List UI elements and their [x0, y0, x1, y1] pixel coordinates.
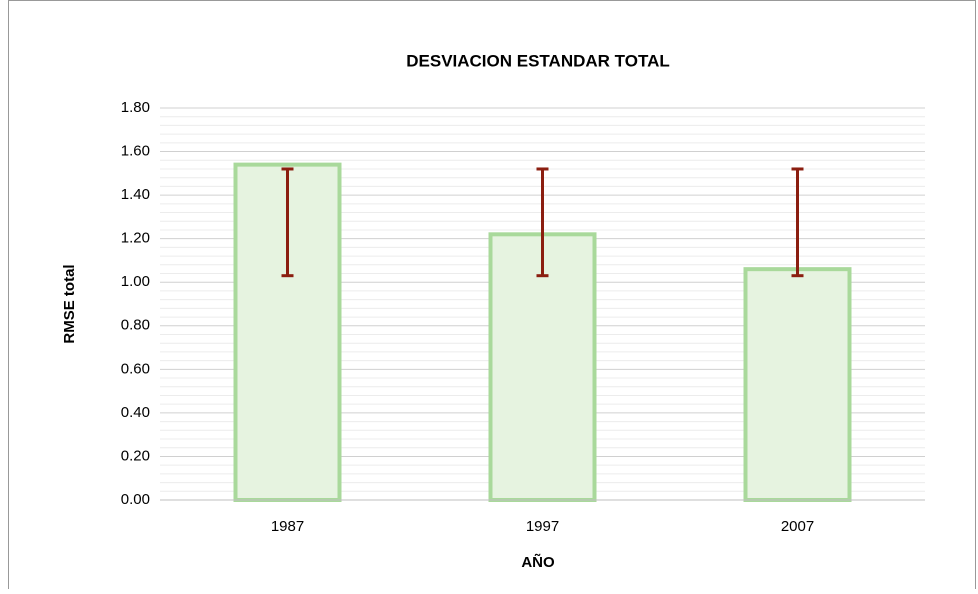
chart-title: DESVIACION ESTANDAR TOTAL [406, 51, 670, 70]
y-tick-label: 0.00 [121, 491, 150, 508]
y-tick-label: 1.40 [121, 186, 150, 203]
x-tick-label: 2007 [781, 518, 814, 535]
x-axis-label: AÑO [521, 553, 555, 571]
y-tick-label: 1.80 [121, 99, 150, 116]
y-axis-label: RMSE total [61, 264, 78, 343]
y-tick-label: 0.40 [121, 404, 150, 421]
y-tick-label: 0.60 [121, 360, 150, 377]
x-tick-label: 1997 [526, 518, 559, 535]
y-tick-label: 1.00 [121, 273, 150, 290]
y-tick-label: 1.60 [121, 143, 150, 160]
y-tick-label: 1.20 [121, 230, 150, 247]
bar [743, 267, 852, 502]
x-tick-label: 1987 [271, 518, 304, 535]
y-tick-label: 0.80 [121, 317, 150, 334]
y-tick-label: 0.20 [121, 447, 150, 464]
